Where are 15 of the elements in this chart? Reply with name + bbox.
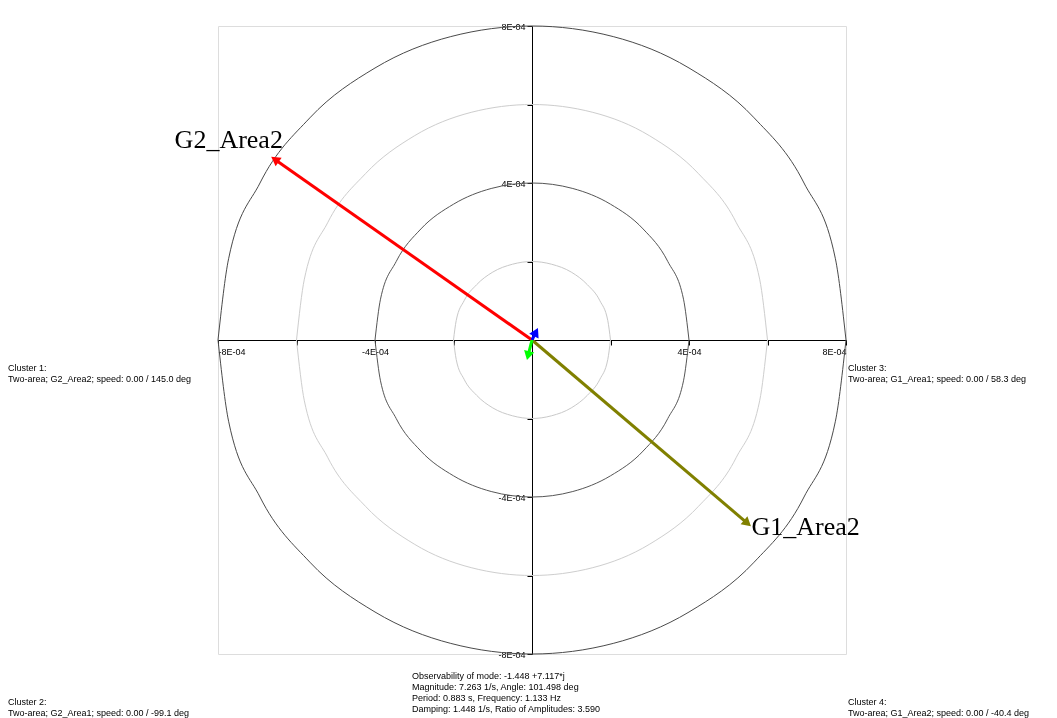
x-tick-label: 8E-04 bbox=[822, 346, 847, 357]
series-label: G1_Area2 bbox=[751, 512, 860, 542]
x-tick-label: 4E-04 bbox=[677, 346, 702, 357]
text: Cluster 4: Two-area; G1_Area2; speed: 0.00 / -40.4 deg bbox=[848, 697, 1030, 718]
text: Cluster 2: Two-area; G2_Area1; speed: 0.00 / -99.1 deg bbox=[8, 697, 190, 718]
text: Cluster 1: Two-area; G2_Area2; speed: 0.00 / 145.0 deg bbox=[8, 363, 192, 384]
text: Cluster 3: Two-area; G1_Area1; speed: 0.00 / 58.3 deg bbox=[848, 363, 1027, 384]
y-tick-label: -8E-04 bbox=[498, 649, 526, 660]
y-tick-label: -4E-04 bbox=[498, 492, 526, 503]
y-tick-label: 8E-04 bbox=[501, 21, 526, 32]
y-tick-label: 4E-04 bbox=[501, 178, 526, 189]
text: Observability of mode: -1.448 +7.117*j Magnitude: 7.263 1/s, Angle: 101.498 deg Period: 0.883 s, Frequency: 1.133 Hz Damping: 1.448 1/s, Ratio of Amplitudes: 3.590 bbox=[412, 671, 601, 714]
series-label: G2_Area2 bbox=[174, 125, 283, 155]
x-tick-label: -8E-04 bbox=[218, 346, 246, 357]
x-tick-label: -4E-04 bbox=[361, 346, 390, 357]
